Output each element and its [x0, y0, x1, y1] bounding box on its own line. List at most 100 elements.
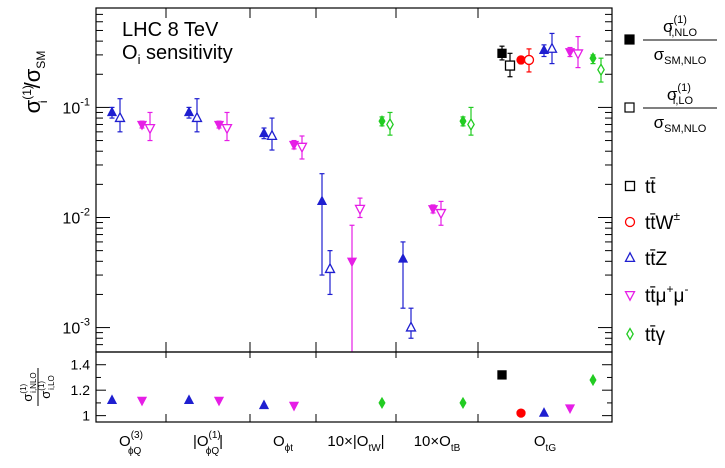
y-label-sub: i: [36, 100, 50, 103]
nlo-point: [136, 120, 148, 131]
legend-num-sub: i,LO: [673, 95, 694, 107]
ratio-point: [288, 401, 300, 412]
nlo-point: [427, 205, 439, 215]
nlo-point: [378, 115, 386, 128]
x-category-label: 10×|OtW|: [327, 433, 384, 454]
x-category-label: |O(1) ϕQ|: [193, 430, 223, 457]
main-panel: 10-1 10-2 10-3: [62, 7, 613, 353]
nlo-point: [497, 48, 507, 58]
nlo-point: [397, 252, 409, 263]
x-label-sub: ϕt: [285, 443, 294, 454]
ratio-point: [106, 394, 118, 405]
lo-point: [467, 117, 475, 132]
y-tick-label: 10-1: [62, 96, 90, 117]
x-label-sub: ϕQ: [206, 446, 220, 457]
lo-point: [266, 129, 278, 141]
ratio-num-sup: (1): [19, 383, 28, 393]
nlo-point: [213, 120, 225, 131]
y-tick-label: 10-2: [62, 206, 90, 227]
annotation-sub: i: [138, 52, 141, 67]
legend-num-sigma: σ: [667, 85, 678, 104]
legend-series-name: tt̄Z: [645, 249, 668, 270]
x-label-main: O: [197, 433, 209, 450]
nlo-point: [516, 55, 526, 65]
x-label-sup: (1): [209, 430, 221, 441]
ratio-point: [183, 394, 195, 405]
lo-point: [405, 321, 417, 332]
lo-point: [546, 42, 558, 53]
x-label-sub: tG: [546, 443, 557, 454]
y-label-slash: /: [20, 81, 45, 88]
y-tick-exp: -3: [80, 317, 90, 329]
legend-lo-marker: [624, 102, 635, 113]
lo-point: [191, 111, 203, 123]
x-label-main: O: [534, 433, 546, 450]
ratio-den-sigma: σ: [38, 391, 53, 399]
ratio-frame: [95, 351, 613, 423]
ratio-point: [538, 407, 550, 417]
legend-series-label: tt̄W±: [645, 209, 681, 234]
lo-point: [296, 142, 308, 154]
ratio-point: [497, 370, 507, 380]
lo-point: [523, 54, 535, 66]
x-label-sup: (3): [131, 430, 143, 441]
y-label-sup: (1): [20, 85, 34, 100]
legend-series-name: tt̄γ: [645, 325, 666, 346]
lo-point: [144, 123, 156, 135]
legend-series-marker: [624, 180, 636, 192]
lo-point: [572, 49, 584, 60]
legend-series-sup2: -: [684, 282, 688, 296]
x-label-sub: ϕQ: [128, 446, 142, 457]
y-label-sigma2: σ: [20, 68, 45, 82]
legend-style-den: σSM,NLO: [654, 113, 707, 135]
nlo-point: [459, 115, 467, 128]
ratio-point: [516, 408, 526, 418]
x-label-sub: tW: [368, 443, 381, 454]
annotation-o: O: [122, 42, 138, 64]
y-axis-label: σ(1)i/σSM: [20, 51, 50, 114]
legend-series-marker: [624, 290, 636, 302]
legend-num-sup: (1): [673, 14, 686, 26]
nlo-point: [258, 127, 270, 138]
nlo-point: [346, 257, 358, 268]
ratio-point: [564, 404, 576, 414]
y-tick-base: 10: [62, 321, 80, 338]
legend-nlo-marker: [624, 34, 635, 45]
annotation-subtitle: Oi sensitivity: [122, 42, 233, 67]
ratio-den-sup: (1): [37, 381, 46, 391]
legend-den-sub: SM,NLO: [664, 123, 707, 135]
legend-series-label: tt̄γ: [645, 325, 666, 346]
nlo-point: [106, 106, 118, 117]
legend-num-sigma: σ: [663, 17, 674, 36]
lo-point: [386, 117, 394, 132]
legend-style-den: σSM,NLO: [654, 45, 707, 67]
nlo-point: [316, 195, 328, 206]
legend-series-marker: [626, 327, 634, 341]
ratio-num-sigma: σ: [20, 394, 35, 402]
ratio-tick-label: 1: [82, 408, 90, 424]
legend-style-num: σ(1) i,NLO: [663, 14, 698, 39]
legend-num-sup: (1): [677, 82, 690, 94]
lo-point: [221, 123, 233, 135]
lo-point: [597, 63, 605, 77]
x-label-bar: |: [193, 433, 197, 450]
ratio-den-sub: i,LO: [47, 375, 56, 390]
annotation-rest: sensitivity: [140, 42, 232, 64]
x-label-bar: |: [353, 433, 357, 450]
legend-series-marker: [624, 251, 636, 263]
x-label-bar: |: [381, 433, 385, 450]
annotation-title: LHC 8 TeV: [122, 19, 219, 41]
legend-num-sub: i,NLO: [669, 27, 698, 39]
x-category-label: 10×OtB: [414, 433, 461, 454]
x-category-label: Oϕt: [273, 433, 293, 454]
legend-den-sub: SM,NLO: [664, 55, 707, 67]
legend-series-name: tt̄W: [645, 213, 674, 234]
x-label-main: O: [119, 433, 131, 450]
legend-den-sigma: σ: [654, 113, 665, 132]
ratio-point: [213, 396, 225, 407]
x-label-sub: tB: [451, 443, 461, 454]
x-category-label: OtG: [534, 433, 556, 454]
legend-series-sup: ±: [674, 209, 681, 223]
